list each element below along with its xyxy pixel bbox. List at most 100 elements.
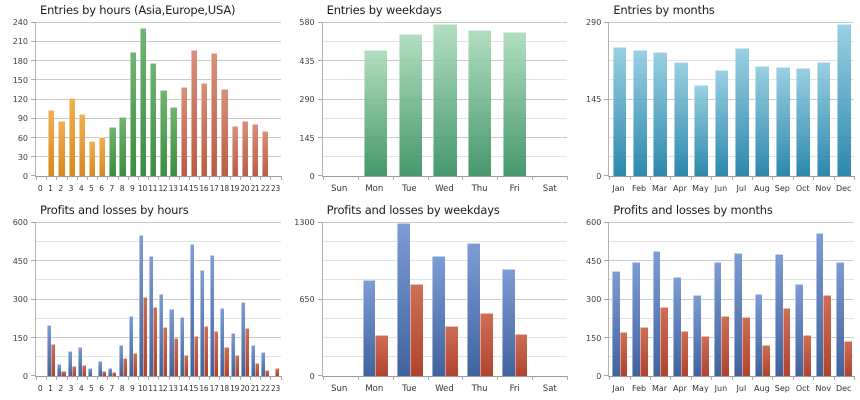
category-slot	[650, 23, 670, 176]
y-tick-label: 210	[12, 37, 28, 47]
category-slot	[834, 23, 854, 176]
gridline	[609, 60, 854, 62]
chart-title: Profits and losses by hours	[40, 203, 189, 217]
x-tick-label: Aug	[754, 384, 770, 393]
y-tick-mark	[31, 175, 36, 176]
category-slot	[219, 223, 229, 376]
category-slot	[148, 23, 158, 176]
x-tick-mark	[772, 376, 774, 380]
x-tick-label: Sun	[331, 184, 348, 194]
y-tick-label: 650	[299, 295, 315, 304]
x-tick-label: Dec	[835, 184, 852, 193]
x-tick-mark	[56, 376, 58, 380]
chart-profits-losses-by-weekdays: Profits and losses by weekdays 0 650 1300 …	[287, 200, 574, 400]
y-tick-label: 300	[586, 295, 602, 304]
category-slot	[772, 223, 792, 376]
bar-losses-15	[193, 335, 198, 376]
x-tick-mark	[148, 176, 150, 180]
x-tick-label: Wed	[435, 384, 454, 394]
x-tick-mark	[229, 176, 231, 180]
x-tick-label: 16	[199, 184, 209, 193]
gridline	[322, 260, 568, 262]
bar-entries-2	[58, 120, 65, 176]
x-tick-mark	[462, 376, 464, 380]
y-tick-mark	[31, 375, 36, 376]
y-tick-label: 0	[309, 372, 315, 381]
chart-title: Profits and losses by weekdays	[326, 203, 500, 217]
gridline	[36, 222, 281, 223]
chart-entries-by-weekdays: Entries by weekdays 0 145 290 435 580 Sun Mon…	[287, 0, 574, 200]
bar-profits-Sep	[774, 253, 783, 376]
plot-area	[317, 22, 569, 180]
x-tick-mark	[711, 176, 713, 180]
category-slot	[87, 223, 97, 376]
y-tick-label: 150	[12, 333, 28, 343]
bar-entries-13	[170, 107, 177, 176]
category-slot	[462, 23, 497, 176]
bar-losses-Oct	[803, 334, 811, 376]
bar-losses-5	[92, 375, 97, 376]
bar-losses-8	[122, 358, 127, 376]
y-tick-mark	[31, 22, 36, 23]
y-axis-labels: 0 650 1300	[287, 219, 318, 381]
category-slot	[393, 223, 428, 376]
x-tick-mark	[178, 376, 180, 380]
x-tick-mark	[76, 176, 78, 180]
category-slot	[260, 23, 270, 176]
x-tick-label: Oct	[795, 184, 810, 193]
x-tick-label: Nov	[815, 184, 832, 193]
plot-area	[604, 222, 855, 380]
x-tick-mark	[609, 376, 611, 380]
x-tick-mark	[731, 176, 733, 180]
category-slot	[36, 23, 46, 176]
category-slot	[189, 223, 199, 376]
chart-entries-by-hours: Entries by hours (Asia,Europe,USA) 0 30 60…	[0, 0, 287, 200]
x-tick-mark	[137, 176, 139, 180]
y-tick-mark	[31, 98, 36, 100]
category-slot	[118, 223, 128, 376]
bar-entries-Fri	[503, 32, 527, 176]
gridline	[609, 222, 854, 223]
x-tick-label: 20	[240, 184, 250, 193]
bar-entries-Oct	[796, 67, 810, 176]
x-tick-mark	[752, 376, 754, 380]
bar-losses-19	[234, 354, 239, 376]
x-tick-mark	[76, 376, 78, 380]
y-tick-mark	[31, 60, 36, 62]
bar-profits-14	[179, 316, 184, 376]
y-tick-label: 30	[17, 152, 28, 162]
x-tick-mark	[188, 176, 190, 180]
x-tick-mark	[250, 376, 252, 380]
bar-entries-Aug	[755, 65, 770, 176]
y-tick-mark	[604, 375, 610, 376]
bar-profits-Thu	[467, 242, 480, 376]
category-slot	[497, 223, 532, 376]
x-tick-label: 22	[260, 184, 270, 193]
bar-entries-19	[231, 125, 238, 176]
y-tick-mark	[317, 375, 323, 376]
bar-profits-Feb	[632, 261, 640, 376]
category-slot	[138, 223, 148, 376]
bar-profits-15	[189, 244, 194, 376]
bar-profits-Wed	[432, 255, 445, 376]
x-tick-label: 2	[58, 384, 63, 393]
category-slot	[630, 223, 650, 376]
x-tick-mark	[127, 176, 129, 180]
x-tick-mark	[86, 176, 88, 180]
x-tick-label: 20	[240, 384, 250, 393]
bar-entries-3	[68, 97, 75, 176]
gridline	[36, 79, 281, 81]
bar-profits-13	[169, 309, 174, 376]
x-tick-label: 7	[109, 384, 115, 393]
y-tick-label: 145	[586, 95, 602, 104]
bar-losses-2	[61, 371, 66, 376]
bar-profits-Aug	[754, 293, 763, 376]
y-axis-labels: 0 150 300 450 600	[0, 219, 31, 381]
bar-losses-18	[224, 347, 229, 376]
chart-profits-losses-by-hours: Profits and losses by hours 0 150 300 450 60…	[0, 200, 287, 400]
bar-entries-Wed	[433, 24, 457, 176]
x-tick-label: Sep	[774, 184, 790, 193]
x-tick-mark	[629, 176, 631, 180]
bar-profits-5	[87, 368, 93, 376]
